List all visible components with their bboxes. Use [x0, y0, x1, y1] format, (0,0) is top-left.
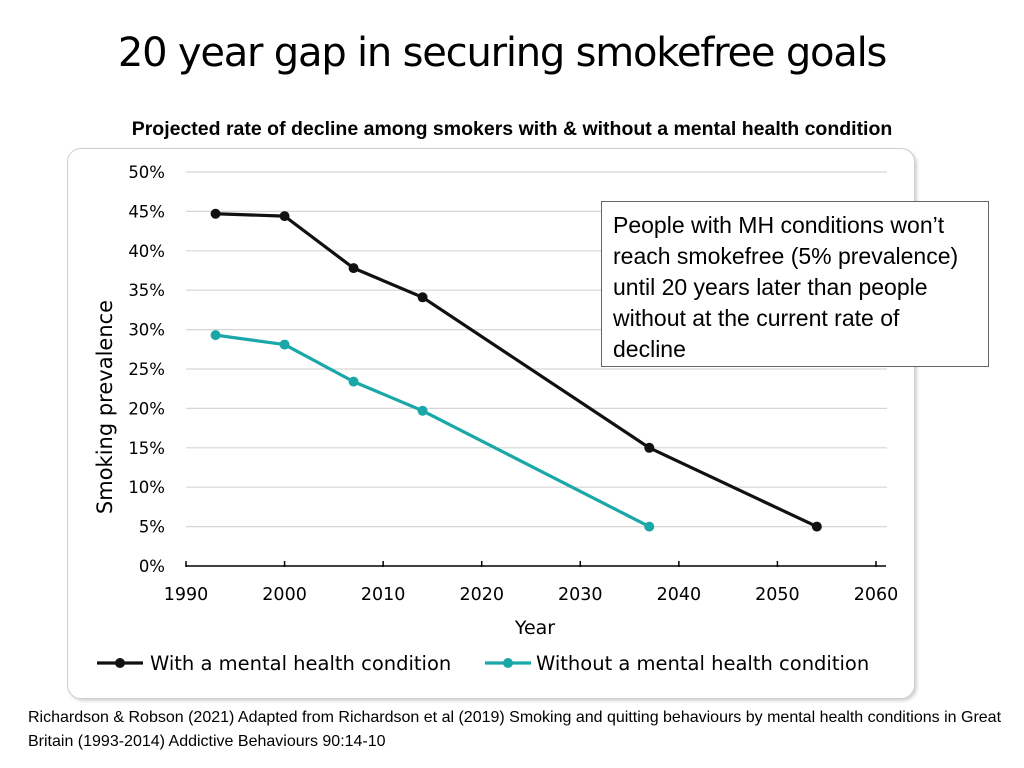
y-tick-label: 25% [128, 360, 165, 379]
y-tick-label: 5% [139, 518, 165, 537]
data-point [417, 405, 428, 416]
callout-box: People with MH conditions won’t reach sm… [601, 201, 989, 367]
series-without-mh [210, 330, 655, 532]
tick-labels: 0% 5% 10% 15% 20% 25% 30% 35% 40% 45% 50% 1990 2000 2… [128, 163, 898, 605]
slide-title: 20 year gap in securing smokefree goals [117, 30, 888, 76]
y-tick-label: 20% [128, 399, 165, 418]
y-tick-label: 10% [128, 478, 165, 497]
x-tick-label: 2040 [657, 585, 702, 605]
y-tick-label: 15% [128, 439, 165, 458]
legend-swatch-marker [115, 658, 125, 668]
chart-subtitle: Projected rate of decline among smokers … [131, 118, 893, 140]
axes: Smoking prevalence Year [93, 300, 886, 639]
series-with-mh [210, 208, 822, 532]
y-tick-label: 40% [128, 242, 165, 261]
data-point [210, 330, 221, 341]
gridlines [186, 171, 887, 528]
y-tick-label: 50% [128, 163, 165, 182]
data-point [348, 263, 359, 274]
y-axis-label: Smoking prevalence [93, 300, 117, 514]
data-point [279, 211, 290, 222]
x-tick-label: 2010 [361, 585, 406, 605]
data-point [348, 376, 359, 387]
legend: With a mental health condition Without a … [97, 652, 869, 675]
x-tick-label: 2050 [755, 585, 800, 605]
legend-label: Without a mental health condition [536, 652, 869, 675]
data-point [279, 339, 290, 350]
data-point [811, 521, 822, 532]
x-tick-label: 2030 [558, 585, 603, 605]
x-tick-label: 2060 [854, 585, 899, 605]
y-tick-label: 45% [128, 202, 165, 221]
data-point [417, 292, 428, 303]
legend-label: With a mental health condition [150, 652, 451, 675]
citation: Richardson & Robson (2021) Adapted from … [28, 709, 1002, 750]
x-tick-label: 2020 [459, 585, 504, 605]
series-line [215, 212, 818, 529]
series-line [215, 333, 651, 529]
data-point [644, 521, 655, 532]
y-tick-label: 35% [128, 281, 165, 300]
y-tick-label: 0% [139, 557, 165, 576]
series [210, 208, 822, 532]
x-axis-label: Year [514, 617, 555, 639]
x-tick-label: 2000 [262, 585, 307, 605]
legend-swatch-marker [503, 658, 513, 668]
data-point [644, 442, 655, 453]
data-point [210, 208, 221, 219]
y-tick-label: 30% [128, 321, 165, 340]
x-tick-label: 1990 [164, 585, 209, 605]
